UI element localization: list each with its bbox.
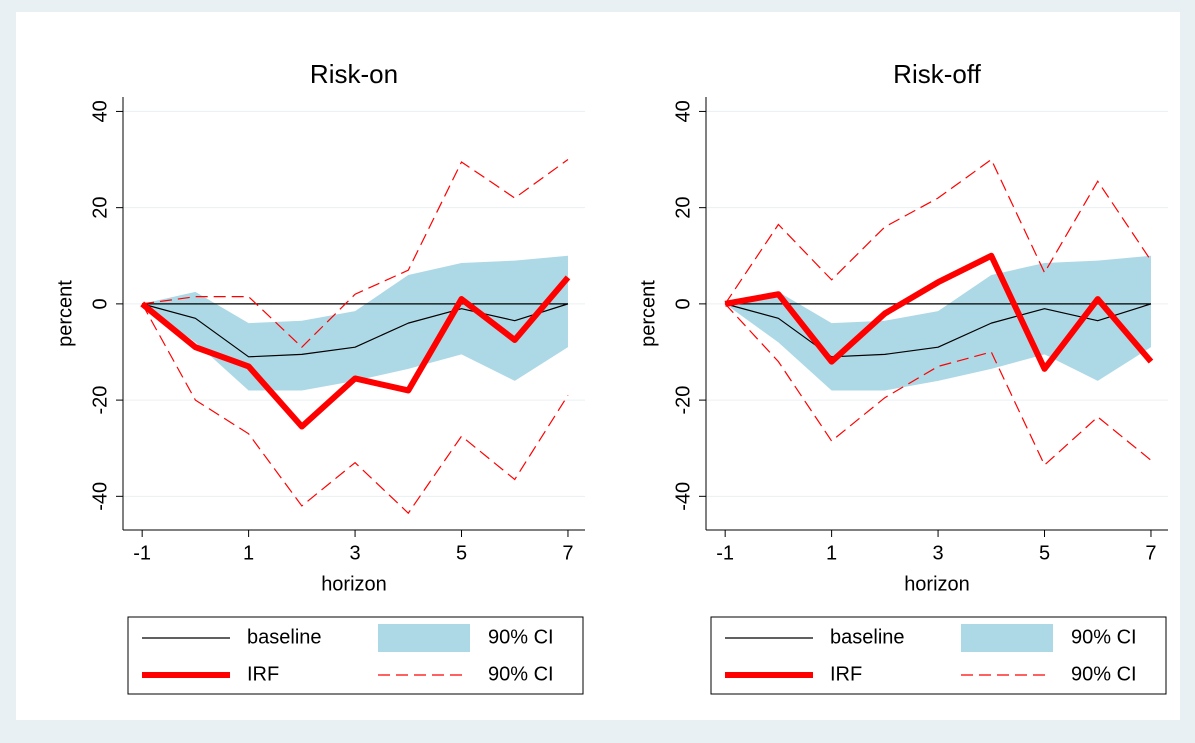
x-axis-label: horizon	[321, 573, 387, 595]
y-tick-label: 20	[89, 197, 111, 219]
ci-line	[724, 158, 1152, 305]
chart-title: Risk-off	[893, 59, 981, 89]
legend-label: 90% CI	[488, 663, 554, 685]
graph-region	[16, 12, 1180, 720]
baseline-line	[725, 303, 1152, 358]
y-tick-label: -40	[89, 482, 111, 511]
x-tick-label: 5	[1039, 542, 1050, 564]
x-tick-label: 1	[826, 542, 837, 564]
legend-label: baseline	[830, 626, 905, 648]
y-tick-label: -20	[672, 386, 694, 415]
legend-label: IRF	[830, 663, 862, 685]
x-tick-label: 5	[456, 542, 467, 564]
legend	[710, 616, 1167, 695]
legend-label: baseline	[247, 626, 322, 648]
x-tick-label: -1	[716, 542, 734, 564]
irf-line	[140, 275, 571, 430]
y-axis-label: percent	[637, 280, 659, 347]
x-tick-label: 1	[243, 542, 254, 564]
y-tick-label: -20	[89, 386, 111, 415]
legend-label: 90% CI	[1071, 626, 1137, 648]
ci-line	[142, 159, 569, 349]
ci-line	[141, 303, 569, 515]
ci-line	[724, 303, 1152, 467]
legend-swatch	[961, 624, 1053, 652]
chart-title: Risk-on	[310, 59, 398, 89]
legend	[127, 616, 584, 695]
y-axis-label: percent	[54, 280, 76, 347]
x-tick-label: 7	[562, 542, 573, 564]
legend-label: 90% CI	[1071, 663, 1137, 685]
y-tick-label: 0	[672, 298, 694, 309]
x-axis-label: horizon	[904, 573, 970, 595]
y-tick-label: 0	[89, 298, 111, 309]
y-tick-label: -40	[672, 482, 694, 511]
legend-label: 90% CI	[488, 626, 554, 648]
x-tick-label: 7	[1145, 542, 1156, 564]
legend-label: IRF	[247, 663, 279, 685]
legend-swatch	[378, 624, 470, 652]
x-tick-label: -1	[133, 542, 151, 564]
y-tick-label: 40	[672, 100, 694, 122]
x-tick-label: 3	[933, 542, 944, 564]
y-tick-label: 40	[89, 100, 111, 122]
x-tick-label: 3	[350, 542, 361, 564]
baseline-line	[142, 303, 569, 358]
y-tick-label: 20	[672, 197, 694, 219]
irf-line	[724, 252, 1154, 372]
